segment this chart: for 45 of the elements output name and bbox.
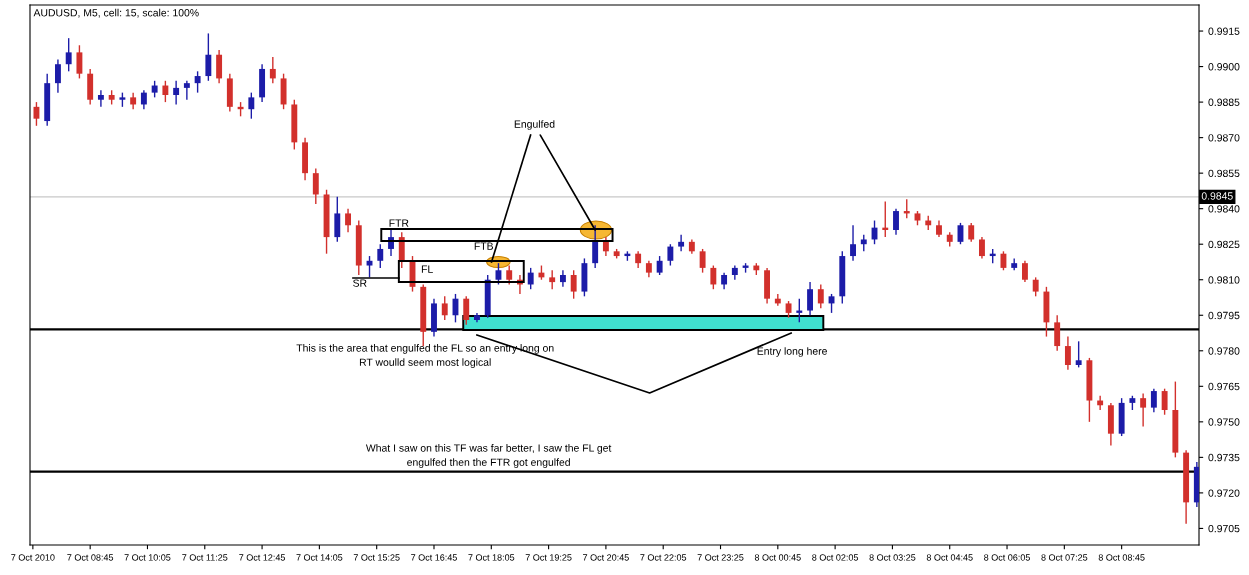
x-tick-label: 7 Oct 15:25 — [353, 554, 400, 561]
x-tick-label: 7 Oct 10:05 — [124, 554, 171, 561]
y-tick-label: 0.9885 — [1208, 98, 1240, 106]
x-tick-label: 7 Oct 11:25 — [182, 554, 228, 561]
x-tick-label: 7 Oct 20:45 — [583, 554, 629, 561]
x-tick-label: 7 Oct 16:45 — [411, 554, 457, 561]
x-tick-label: 8 Oct 02:05 — [812, 554, 859, 561]
annotation: What I saw on this TF was far better, I saw the FL get engulfed then the FTR got engulfed — [365, 444, 612, 468]
x-tick-label: 7 Oct 19:25 — [525, 554, 572, 561]
x-tick-label: 8 Oct 00:45 — [754, 554, 801, 561]
y-tick-label: 0.9705 — [1208, 524, 1240, 533]
annotation: This is the area that engulfed the FL so an entry long on RT woulld seem most logical — [296, 344, 554, 368]
y-tick-label: 0.9795 — [1208, 311, 1240, 320]
y-tick-label: 0.9855 — [1208, 169, 1240, 178]
y-tick-label: 0.9735 — [1208, 453, 1240, 462]
ref-line-label: 0.9845 — [1201, 192, 1233, 200]
chart-title: AUDUSD, M5, cell: 15, scale: 100% — [33, 8, 199, 18]
x-tick-label: 7 Oct 2010 — [11, 554, 55, 561]
y-tick-label: 0.9870 — [1208, 134, 1240, 142]
y-tick-label: 0.9780 — [1208, 347, 1240, 355]
x-tick-label: 7 Oct 22:05 — [640, 554, 687, 561]
annotation: FTB — [474, 242, 494, 250]
y-tick-label: 0.9810 — [1208, 276, 1240, 284]
y-tick-label: 0.9720 — [1208, 489, 1240, 497]
x-tick-label: 8 Oct 03:25 — [869, 554, 916, 561]
x-tick-label: 7 Oct 08:45 — [67, 554, 114, 561]
y-tick-label: 0.9750 — [1208, 418, 1240, 426]
x-tick-label: 7 Oct 18:05 — [468, 554, 515, 561]
y-tick-label: 0.9840 — [1208, 205, 1240, 213]
y-tick-label: 0.9915 — [1208, 27, 1240, 35]
annotation: Entry long here — [757, 347, 827, 357]
annotation: FL — [421, 265, 433, 273]
x-tick-label: 8 Oct 08:45 — [1098, 554, 1145, 561]
y-tick-label: 0.9900 — [1208, 63, 1240, 71]
x-tick-label: 8 Oct 04:45 — [926, 554, 973, 561]
annotation: Engulfed — [514, 120, 555, 130]
x-tick-label: 8 Oct 07:25 — [1041, 554, 1088, 561]
y-tick-label: 0.9765 — [1208, 382, 1240, 391]
annotation: FTR — [389, 219, 409, 227]
annotation: SR — [353, 279, 367, 287]
y-tick-label: 0.9825 — [1208, 240, 1240, 249]
x-tick-label: 7 Oct 23:25 — [697, 554, 744, 561]
x-tick-label: 7 Oct 12:45 — [239, 554, 286, 561]
x-tick-label: 7 Oct 14:05 — [296, 554, 343, 561]
x-tick-label: 8 Oct 06:05 — [984, 554, 1030, 561]
